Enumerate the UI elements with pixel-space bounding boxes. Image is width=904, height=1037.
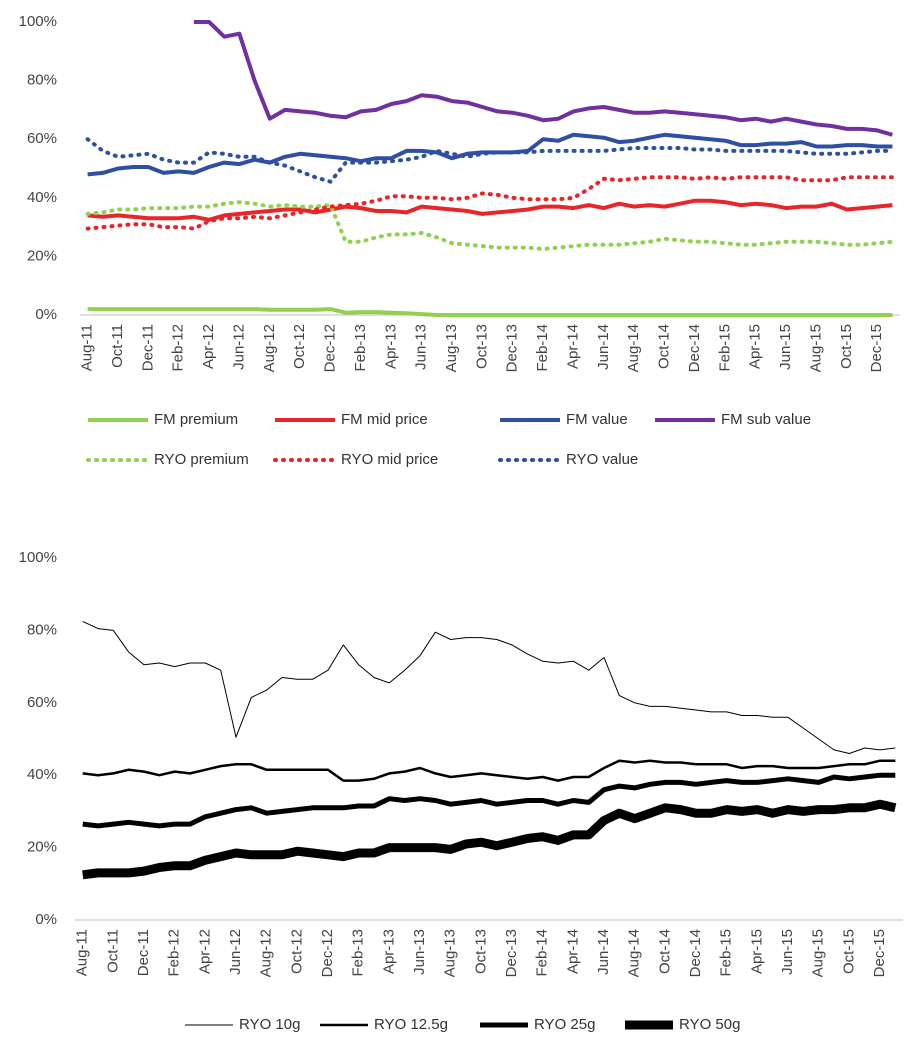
- x-tick-label: Apr-14: [564, 929, 581, 974]
- x-tick-label: Oct-12: [288, 929, 305, 974]
- y-tick-label: 80%: [27, 72, 57, 89]
- x-tick-label: Oct-11: [104, 929, 121, 973]
- x-tick-label: Aug-14: [625, 324, 642, 372]
- x-tick-label: Apr-14: [564, 324, 581, 369]
- x-tick-label: Apr-15: [747, 324, 764, 369]
- x-tick-label: Jun-15: [777, 324, 794, 370]
- legend-label: FM sub value: [721, 411, 811, 428]
- series-line: [87, 307, 893, 317]
- series-line: [85, 175, 895, 231]
- x-tick-label: Oct-15: [840, 929, 857, 974]
- series-line: [82, 620, 896, 754]
- y-tick-label: 100%: [19, 13, 57, 30]
- x-tick-label: Dec-12: [322, 324, 339, 372]
- legend-label: FM mid price: [341, 411, 428, 428]
- x-tick-label: Aug-12: [261, 324, 278, 372]
- y-tick-label: 100%: [19, 549, 57, 566]
- x-tick-label: Dec-15: [868, 324, 885, 372]
- y-tick-label: 40%: [27, 766, 57, 783]
- series-line: [85, 200, 895, 252]
- x-tick-label: Oct-14: [656, 324, 673, 369]
- legend-label: FM value: [566, 411, 628, 428]
- x-tick-label: Oct-15: [838, 324, 855, 369]
- series-line: [82, 759, 896, 782]
- x-tick-label: Feb-15: [718, 929, 735, 977]
- x-tick-label: Jun-14: [595, 324, 612, 370]
- legend-label: RYO mid price: [341, 451, 438, 468]
- y-tick-label: 60%: [27, 130, 57, 147]
- series-line: [87, 198, 893, 222]
- x-tick-label: Apr-12: [200, 324, 217, 369]
- legend-label: RYO 50g: [679, 1016, 740, 1033]
- y-tick-label: 20%: [27, 839, 57, 856]
- x-tick-label: Aug-13: [442, 929, 459, 977]
- legend-label: RYO 10g: [239, 1016, 300, 1033]
- y-tick-label: 40%: [27, 189, 57, 206]
- legend-label: RYO 12.5g: [374, 1016, 448, 1033]
- x-tick-label: Aug-12: [258, 929, 275, 977]
- legend-label: FM premium: [154, 411, 238, 428]
- x-tick-label: Aug-13: [443, 324, 460, 372]
- x-tick-label: Oct-13: [473, 324, 490, 369]
- x-tick-label: Apr-12: [196, 929, 213, 974]
- y-tick-label: 60%: [27, 694, 57, 711]
- x-tick-label: Aug-15: [810, 929, 827, 977]
- series-line: [87, 132, 893, 177]
- x-tick-label: Feb-12: [166, 929, 183, 977]
- x-tick-label: Aug-11: [74, 929, 91, 976]
- x-tick-label: Feb-12: [170, 324, 187, 372]
- x-tick-label: Jun-15: [779, 929, 796, 975]
- x-tick-label: Feb-14: [534, 324, 551, 372]
- x-tick-label: Dec-11: [135, 929, 152, 976]
- x-tick-label: Dec-14: [687, 929, 704, 977]
- series-line: [85, 137, 895, 184]
- x-tick-label: Feb-13: [352, 324, 369, 372]
- x-tick-label: Aug-14: [626, 929, 643, 977]
- x-tick-label: Oct-13: [472, 929, 489, 974]
- x-tick-label: Apr-13: [380, 929, 397, 974]
- x-tick-label: Jun-13: [411, 929, 428, 975]
- legend-label: RYO premium: [154, 451, 249, 468]
- x-tick-label: Dec-14: [686, 324, 703, 372]
- x-tick-label: Jun-12: [230, 324, 247, 370]
- x-tick-label: Aug-15: [807, 324, 824, 372]
- y-tick-label: 0%: [35, 911, 57, 928]
- x-tick-label: Dec-12: [319, 929, 336, 977]
- x-tick-label: Dec-13: [503, 929, 520, 977]
- x-tick-label: Dec-15: [871, 929, 888, 977]
- series-line: [193, 20, 893, 137]
- series-line: [82, 799, 897, 880]
- x-tick-label: Apr-15: [748, 929, 765, 974]
- x-tick-label: Feb-14: [534, 929, 551, 977]
- x-tick-label: Jun-14: [595, 929, 612, 975]
- y-tick-label: 0%: [35, 306, 57, 323]
- x-tick-label: Aug-11: [79, 324, 96, 371]
- y-tick-label: 20%: [27, 247, 57, 264]
- x-tick-label: Oct-12: [291, 324, 308, 369]
- x-tick-label: Feb-15: [716, 324, 733, 372]
- x-tick-label: Oct-14: [656, 929, 673, 974]
- y-tick-label: 80%: [27, 621, 57, 638]
- legend-label: RYO 25g: [534, 1016, 595, 1033]
- legend-label: RYO value: [566, 451, 638, 468]
- x-tick-label: Jun-13: [413, 324, 430, 370]
- x-tick-label: Dec-13: [504, 324, 521, 372]
- x-tick-label: Feb-13: [350, 929, 367, 977]
- x-tick-label: Jun-12: [227, 929, 244, 975]
- x-tick-label: Oct-11: [109, 324, 126, 368]
- x-tick-label: Dec-11: [139, 324, 156, 371]
- series-line: [82, 772, 896, 829]
- x-tick-label: Apr-13: [382, 324, 399, 369]
